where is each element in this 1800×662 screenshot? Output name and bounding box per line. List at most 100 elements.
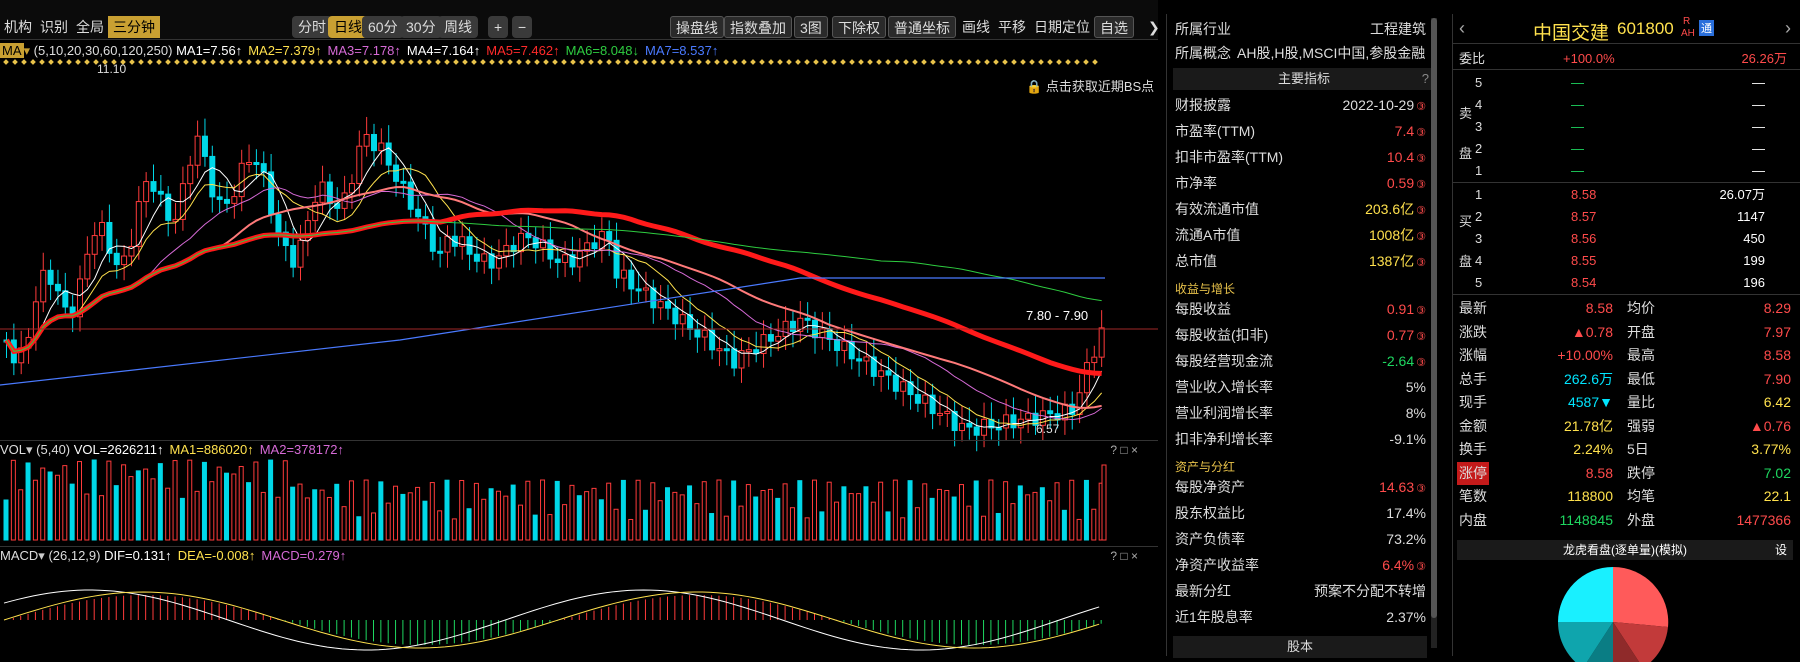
- growth-row[interactable]: 每股收益 0.91 ③: [1175, 298, 1426, 320]
- info-circle-icon[interactable]: ③: [1416, 127, 1426, 139]
- volume-bar: [18, 489, 24, 541]
- assets-value: 预案不分配不转增: [1314, 583, 1426, 599]
- info-circle-icon[interactable]: ③: [1416, 305, 1426, 317]
- vol-panel-controls[interactable]: ? □ ×: [1110, 443, 1138, 457]
- signal-marker: [525, 59, 531, 65]
- orderbook-sells-row[interactable]: 1 — —: [1453, 160, 1800, 182]
- tab-jigou[interactable]: 机构: [4, 19, 32, 35]
- info-circle-icon[interactable]: ③: [1416, 179, 1426, 191]
- orderbook-buys-row[interactable]: 5 8.54 196: [1453, 272, 1800, 294]
- orderbook-sells-row[interactable]: 5 — —: [1453, 72, 1800, 94]
- macd-selector[interactable]: MACD: [0, 548, 39, 563]
- volume-bar: [400, 493, 406, 541]
- info-circle-icon[interactable]: ③: [1416, 101, 1426, 113]
- tab-shibie[interactable]: 识别: [40, 19, 68, 35]
- draw-line-button[interactable]: 画线: [962, 19, 990, 35]
- indicators-row[interactable]: 总市值 1387亿 ③: [1175, 250, 1426, 272]
- growth-row[interactable]: 营业利润增长率 8%: [1175, 402, 1426, 424]
- orderbook-buys-row[interactable]: 4 8.55 199: [1453, 250, 1800, 272]
- collapse-icon[interactable]: ❯: [1148, 19, 1160, 35]
- industry-value[interactable]: 工程建筑: [1370, 21, 1426, 37]
- period-daily[interactable]: 日线: [328, 16, 368, 38]
- period-30min[interactable]: 30分: [400, 16, 442, 38]
- info-circle-icon[interactable]: ③: [1416, 257, 1426, 269]
- candle-body: [613, 239, 620, 279]
- tab-quanju[interactable]: 全局: [76, 19, 104, 35]
- scrollbar[interactable]: [1431, 18, 1437, 648]
- next-stock-icon[interactable]: ›: [1785, 18, 1791, 38]
- candle-body: [723, 348, 730, 352]
- growth-row[interactable]: 每股经营现金流 -2.64 ③: [1175, 350, 1426, 372]
- vol-selector[interactable]: VOL: [0, 442, 27, 457]
- prev-stock-icon[interactable]: ‹: [1459, 18, 1465, 38]
- orderbook-sells-row[interactable]: 4 — —: [1453, 94, 1800, 116]
- indicators-row[interactable]: 财报披露 2022-10-29 ③: [1175, 94, 1426, 116]
- indicators-row[interactable]: 有效流通市值 203.6亿 ③: [1175, 198, 1426, 220]
- date-locate-button[interactable]: 日期定位: [1034, 19, 1090, 35]
- orderbook-volume: 196: [1743, 275, 1765, 290]
- info-circle-icon[interactable]: ③: [1416, 153, 1426, 165]
- growth-row[interactable]: 每股收益(扣非) 0.77 ③: [1175, 324, 1426, 346]
- ex-rights-dropdown[interactable]: 下除权: [832, 16, 886, 38]
- orderbook-divider: [1453, 182, 1800, 183]
- assets-row[interactable]: 近1年股息率 2.37%: [1175, 606, 1426, 628]
- indicators-row[interactable]: 流通A市值 1008亿 ③: [1175, 224, 1426, 246]
- orderbook-buys-row[interactable]: 3 8.56 450: [1453, 228, 1800, 250]
- volume-bar: [1101, 464, 1107, 541]
- info-circle-icon[interactable]: ③: [1416, 231, 1426, 243]
- pan-button[interactable]: 平移: [998, 19, 1026, 35]
- indicators-row[interactable]: 市盈率(TTM) 7.4 ③: [1175, 120, 1426, 142]
- concept-value[interactable]: AH股,H股,MSCI中国,参股金融...: [1237, 45, 1426, 61]
- coordinate-dropdown[interactable]: 普通坐标: [888, 16, 956, 38]
- info-circle-icon[interactable]: ③: [1416, 483, 1426, 495]
- bs-point-hint[interactable]: 🔒 点击获取近期BS点: [1026, 76, 1154, 95]
- assets-row[interactable]: 净资产收益率 6.4% ③: [1175, 554, 1426, 576]
- signal-marker: [48, 59, 54, 65]
- orderbook-sells-row[interactable]: 3 — —: [1453, 116, 1800, 138]
- assets-label: 每股净资产: [1175, 479, 1245, 495]
- info-circle-icon[interactable]: ③: [1416, 357, 1426, 369]
- assets-row[interactable]: 资产负债率 73.2%: [1175, 528, 1426, 550]
- badge-tong[interactable]: 通: [1699, 20, 1714, 36]
- macd-panel-controls[interactable]: ? □ ×: [1110, 549, 1138, 563]
- quote-label: 涨跌: [1459, 323, 1487, 340]
- indicators-row[interactable]: 扣非市盈率(TTM) 10.4 ③: [1175, 146, 1426, 168]
- equity-tab[interactable]: 股本: [1173, 636, 1427, 658]
- ma-selector[interactable]: MA: [0, 43, 24, 58]
- quote-value: 21.78亿: [1563, 417, 1613, 434]
- tab-three-minute[interactable]: 三分钟: [108, 16, 160, 38]
- assets-row[interactable]: 最新分红 预案不分配不转增: [1175, 580, 1426, 602]
- orderbook-buys-row[interactable]: 1 8.58 26.07万: [1453, 184, 1800, 206]
- scrollbar-thumb[interactable]: [1431, 18, 1437, 618]
- orderbook-level: 1: [1475, 187, 1483, 202]
- assets-row[interactable]: 股东权益比 17.4%: [1175, 502, 1426, 524]
- period-weekly[interactable]: 周线: [438, 16, 478, 38]
- dragon-settings-button[interactable]: 设: [1774, 543, 1787, 557]
- info-circle-icon[interactable]: ③: [1416, 205, 1426, 217]
- price-chart[interactable]: [0, 40, 1158, 656]
- indicators-row[interactable]: 市净率 0.59 ③: [1175, 172, 1426, 194]
- three-chart-dropdown[interactable]: 3图: [794, 16, 828, 38]
- quote-label: 最高: [1627, 347, 1655, 363]
- assets-row[interactable]: 每股净资产 14.63 ③: [1175, 476, 1426, 498]
- orderbook-level: 3: [1475, 119, 1483, 134]
- zoom-out-button[interactable]: −: [512, 16, 533, 38]
- orderbook-sells-row[interactable]: 2 — —: [1453, 138, 1800, 160]
- candle-body: [944, 410, 951, 414]
- index-overlay-dropdown[interactable]: 指数叠加: [724, 16, 792, 38]
- info-circle-icon[interactable]: ③: [1416, 331, 1426, 343]
- signal-marker: [192, 59, 198, 65]
- growth-row[interactable]: 营业收入增长率 5%: [1175, 376, 1426, 398]
- volume-bar: [635, 479, 641, 541]
- volume-bar: [988, 479, 994, 541]
- zoom-in-button[interactable]: +: [488, 16, 509, 38]
- caopan-line-dropdown[interactable]: 操盘线: [670, 16, 724, 38]
- growth-row[interactable]: 扣非净利增长率 -9.1%: [1175, 428, 1426, 450]
- period-fenshi[interactable]: 分时: [292, 16, 332, 38]
- info-circle-icon[interactable]: ③: [1416, 561, 1426, 573]
- watchlist-dropdown[interactable]: 自选: [1094, 16, 1134, 38]
- period-60min[interactable]: 60分: [362, 16, 404, 38]
- signal-marker: [417, 59, 423, 65]
- orderbook-buys-row[interactable]: 2 8.57 1147: [1453, 206, 1800, 228]
- help-icon[interactable]: ?: [1421, 71, 1429, 86]
